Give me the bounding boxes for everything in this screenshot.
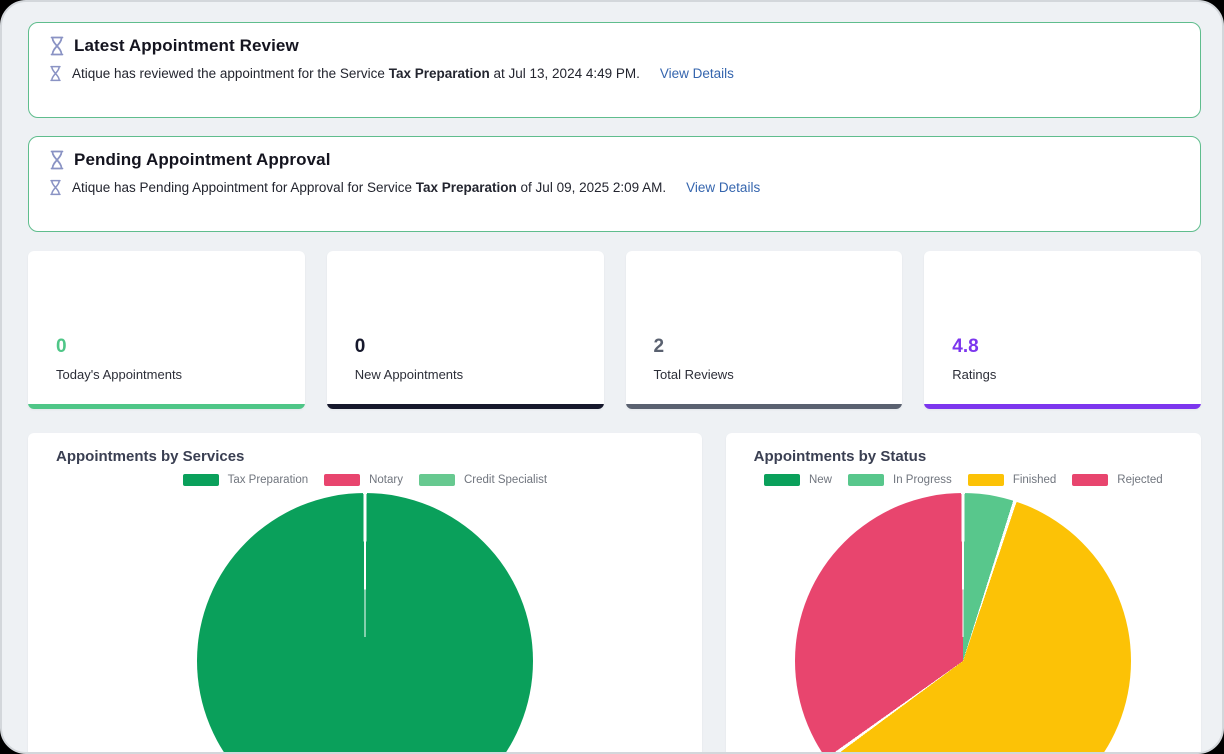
legend-swatch [182, 474, 219, 486]
chart-title: Appointments by Status [753, 448, 927, 465]
legend-swatch [967, 474, 1004, 486]
legend-label: In Progress [893, 474, 952, 486]
stat-accent-bar [625, 404, 903, 409]
legend-swatch [848, 474, 884, 486]
stats-row: 0 Today's Appointments 0 New Appointment… [28, 251, 1201, 409]
legend-item-new[interactable]: New [763, 474, 832, 486]
appointments-by-status-chart-card: Appointments by Status New In Progress F… [725, 433, 1201, 752]
view-details-link[interactable]: View Details [659, 66, 734, 81]
stat-label: Total Reviews [653, 367, 734, 382]
appointments-by-services-chart-card: Appointments by Services Tax Preparation… [28, 433, 702, 752]
hourglass-icon [49, 179, 62, 196]
legend-swatch [418, 474, 455, 486]
stat-card-todays-appointments: 0 Today's Appointments [28, 251, 305, 409]
stat-value: 4.8 [952, 336, 979, 357]
legend-label: New [808, 474, 832, 486]
latest-appointment-review-banner: Latest Appointment Review Atique has rev… [28, 22, 1201, 118]
legend-label: Notary [369, 474, 403, 486]
stat-value: 0 [56, 336, 67, 357]
chart-title: Appointments by Services [56, 448, 245, 465]
legend-item-credit-specialist[interactable]: Credit Specialist [418, 474, 548, 486]
banner-title: Pending Appointment Approval [74, 150, 331, 169]
legend-label: Rejected [1117, 474, 1163, 486]
status-pie-chart[interactable] [795, 493, 1132, 752]
stat-accent-bar [326, 404, 604, 409]
pending-appointment-approval-banner: Pending Appointment Approval Atique has … [28, 136, 1201, 232]
stat-accent-bar [28, 404, 305, 409]
stat-label: Ratings [952, 367, 997, 382]
stat-card-total-reviews: 2 Total Reviews [625, 251, 903, 409]
stat-label: New Appointments [354, 367, 464, 382]
stat-accent-bar [924, 404, 1201, 409]
stat-card-new-appointments: 0 New Appointments [326, 251, 604, 409]
legend-label: Finished [1012, 474, 1057, 486]
legend-label: Tax Preparation [227, 474, 309, 486]
legend-label: Credit Specialist [463, 474, 548, 486]
legend-item-in-progress[interactable]: In Progress [848, 474, 952, 486]
stat-value: 0 [354, 336, 366, 357]
hourglass-icon [49, 65, 62, 82]
view-details-link[interactable]: View Details [686, 180, 761, 195]
charts-row: Appointments by Services Tax Preparation… [28, 433, 1201, 752]
banner-message: Atique has Pending Appointment for Appro… [72, 180, 667, 195]
chart-legend: Tax Preparation Notary Credit Specialist [28, 472, 702, 488]
legend-item-finished[interactable]: Finished [967, 474, 1057, 486]
services-pie-chart[interactable] [196, 493, 533, 752]
legend-item-tax-preparation[interactable]: Tax Preparation [182, 474, 309, 486]
stat-card-ratings: 4.8 Ratings [924, 251, 1201, 409]
legend-swatch [1072, 474, 1109, 486]
stat-value: 2 [653, 336, 665, 357]
banner-title: Latest Appointment Review [74, 36, 299, 55]
legend-item-rejected[interactable]: Rejected [1072, 474, 1163, 486]
legend-swatch [324, 474, 361, 486]
banner-message: Atique has reviewed the appointment for … [72, 66, 640, 81]
legend-item-notary[interactable]: Notary [324, 474, 403, 486]
hourglass-icon [49, 150, 65, 170]
legend-swatch [763, 474, 800, 486]
hourglass-icon [49, 36, 65, 56]
stat-label: Today's Appointments [56, 367, 183, 382]
chart-legend: New In Progress Finished Rejected [726, 472, 1201, 488]
